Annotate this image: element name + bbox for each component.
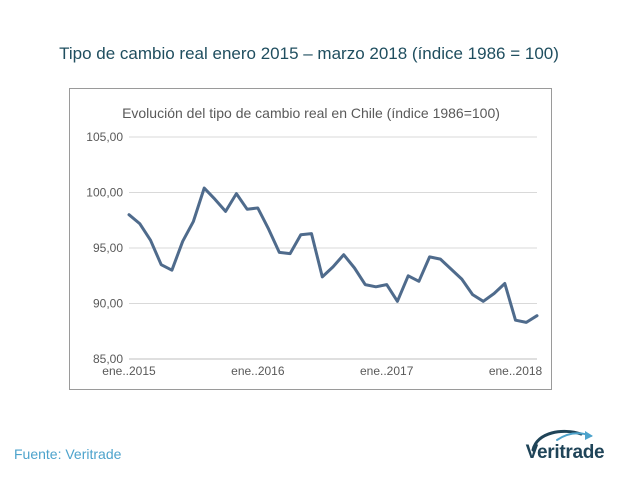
chart-title: Evolución del tipo de cambio real en Chi… <box>122 105 500 121</box>
y-axis-ticks: 85,00 90,00 95,00 100,00 105,00 <box>86 130 123 366</box>
series-layer <box>127 186 539 324</box>
y-tick-label: 105,00 <box>86 130 123 144</box>
page-title: Tipo de cambio real enero 2015 – marzo 2… <box>59 44 559 63</box>
x-axis-ticks: ene..2015 ene..2016 ene..2017 ene..2018 <box>102 364 542 378</box>
x-tick-label: ene..2015 <box>102 364 156 378</box>
line-chart: Evolución del tipo de cambio real en Chi… <box>86 105 542 378</box>
grid-lines <box>129 136 537 360</box>
x-tick-label: ene..2016 <box>231 364 285 378</box>
x-tick-label: ene..2017 <box>360 364 414 378</box>
y-tick-label: 85,00 <box>93 352 123 366</box>
y-tick-label: 100,00 <box>86 186 123 200</box>
logo-text: Veritrade <box>525 442 605 463</box>
source-label: Fuente: Veritrade <box>14 446 122 462</box>
series-line <box>127 186 539 324</box>
y-tick-label: 90,00 <box>93 297 123 311</box>
logo-swoosh-icon <box>531 429 593 452</box>
x-tick-label: ene..2018 <box>489 364 543 378</box>
chart-frame: Evolución del tipo de cambio real en Chi… <box>69 88 552 390</box>
y-tick-label: 95,00 <box>93 241 123 255</box>
veritrade-logo: Veritrade <box>519 426 611 476</box>
